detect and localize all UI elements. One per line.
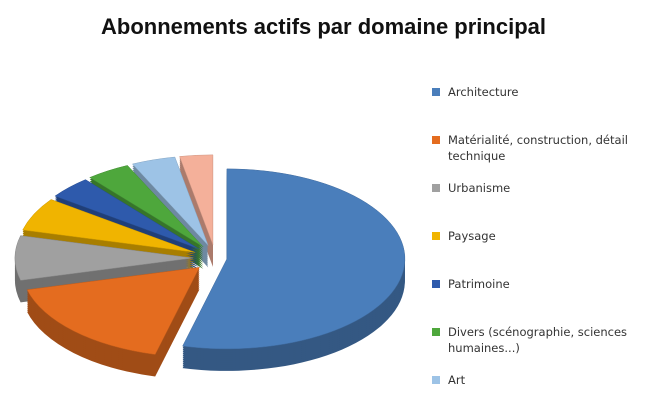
legend-label: Matérialité, construction, détail techni… <box>448 133 628 163</box>
legend-label: Art <box>448 373 466 387</box>
slice <box>131 156 209 246</box>
legend-swatch <box>432 376 440 384</box>
legend-item: Art <box>432 372 644 420</box>
legend-label: Divers (scénographie, sciences humaines.… <box>448 325 628 355</box>
legend-item: Urbanisme <box>432 180 644 228</box>
slice <box>179 154 214 245</box>
legend-item: Paysage <box>432 228 644 276</box>
page: Abonnements actifs par domaine principal… <box>14 14 628 387</box>
legend: Architecture Matérialité, construction, d… <box>432 84 644 420</box>
slice <box>22 199 196 253</box>
legend-label: Architecture <box>448 85 519 99</box>
slice <box>89 165 204 248</box>
legend-label: Paysage <box>448 229 496 243</box>
slice <box>54 179 200 250</box>
legend-swatch <box>432 328 440 336</box>
legend-label: Urbanisme <box>448 181 511 195</box>
legend-swatch <box>432 184 440 192</box>
legend-item: Matérialité, construction, détail techni… <box>432 132 644 180</box>
legend-item: Patrimoine <box>432 276 644 324</box>
legend-swatch <box>432 232 440 240</box>
slice <box>14 235 194 281</box>
legend-swatch <box>432 88 440 96</box>
legend-swatch <box>432 136 440 144</box>
slice <box>182 168 406 350</box>
chart <box>14 154 406 377</box>
legend-label: Patrimoine <box>448 277 510 291</box>
slice <box>26 267 200 355</box>
legend-item: Architecture <box>432 84 644 132</box>
chart-title: Abonnements actifs par domaine principal <box>101 14 546 39</box>
legend-swatch <box>432 280 440 288</box>
legend-item: Divers (scénographie, sciences humaines.… <box>432 324 644 372</box>
